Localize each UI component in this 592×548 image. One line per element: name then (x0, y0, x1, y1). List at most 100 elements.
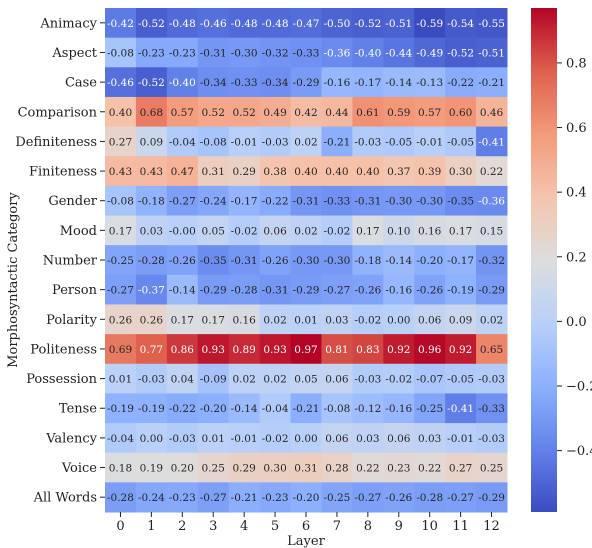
cell-value-label: 0.25 (202, 463, 225, 475)
cell-value-label: -0.30 (293, 255, 320, 267)
cell-value-label: -0.02 (262, 433, 289, 445)
x-tick-label: 3 (209, 519, 217, 534)
cell-value-label: -0.32 (262, 47, 289, 59)
heatmap-cell (259, 304, 292, 335)
cell-value-label: 0.43 (109, 166, 132, 178)
cell-value-label: -0.27 (354, 492, 381, 504)
heatmap-cell (135, 452, 168, 483)
heatmap-cell (105, 96, 137, 128)
cell-value-label: 0.01 (294, 314, 317, 326)
cell-value-label: -0.36 (323, 47, 350, 59)
cell-value-label: -0.51 (478, 47, 505, 59)
cell-value-label: 0.92 (449, 344, 472, 356)
heatmap-cell (383, 363, 415, 394)
cell-value-label: 0.30 (449, 166, 472, 178)
cell-value-label: -0.14 (385, 77, 412, 89)
cell-value-label: -0.46 (107, 77, 134, 89)
cell-value-label: 0.17 (202, 314, 225, 326)
y-tick-label: Definiteness (15, 135, 97, 150)
heatmap-cell (259, 274, 292, 305)
heatmap-cell (166, 185, 199, 217)
heatmap-cell (197, 67, 230, 98)
cell-value-label: 0.10 (387, 225, 410, 237)
cell-value-label: -0.19 (138, 403, 165, 415)
cell-value-label: 0.02 (232, 374, 255, 386)
heatmap-cell (414, 126, 446, 157)
cell-value-label: -0.50 (323, 18, 350, 30)
cell-value-label: 0.37 (387, 166, 410, 178)
cell-value-label: 0.40 (356, 166, 379, 178)
cell-value-label: -0.29 (293, 285, 320, 297)
cell-value-label: 0.93 (263, 344, 286, 356)
heatmap-cell (290, 245, 322, 276)
heatmap-cell (383, 215, 415, 246)
heatmap-cell (352, 245, 384, 276)
heatmap-cell (414, 37, 446, 68)
x-tick-label: 11 (452, 519, 469, 534)
cell-value-label: -0.21 (293, 403, 320, 415)
cell-value-label: -0.31 (354, 196, 381, 208)
heatmap-cell (476, 156, 508, 187)
heatmap-cell (476, 96, 508, 128)
heatmap-cell (166, 37, 199, 68)
heatmap-cell (290, 423, 322, 454)
cell-value-label: -0.26 (354, 285, 381, 297)
cell-value-label: -0.32 (478, 255, 505, 267)
heatmap-cell (383, 423, 415, 454)
heatmap-cell (105, 482, 137, 513)
cell-value-label: -0.30 (323, 255, 350, 267)
cell-value-label: 0.29 (232, 166, 255, 178)
cell-value-label: -0.28 (138, 255, 165, 267)
heatmap-cell (476, 245, 508, 276)
heatmap-cell (321, 304, 353, 335)
heatmap-cell (228, 8, 261, 39)
x-tick-label: 2 (178, 519, 186, 534)
heatmap-cell (476, 363, 508, 394)
cell-value-label: 0.01 (202, 433, 225, 445)
cell-value-label: 0.96 (418, 344, 442, 356)
heatmap-cell (135, 185, 168, 217)
cell-value-label: -0.17 (447, 255, 474, 267)
heatmap-cell (445, 96, 477, 128)
heatmap-cell (228, 185, 261, 217)
heatmap-cell (352, 334, 384, 365)
cell-value-label: -0.08 (107, 196, 134, 208)
cell-value-label: -0.02 (323, 225, 350, 237)
cell-value-label: -0.26 (262, 255, 289, 267)
heatmap-cell (352, 452, 384, 483)
cell-value-label: -0.03 (478, 433, 505, 445)
heatmap-cell (135, 215, 168, 246)
heatmap-cell (414, 304, 446, 335)
cell-value-label: -0.03 (354, 374, 381, 386)
heatmap-cell (197, 482, 230, 513)
heatmap-cell (197, 245, 230, 276)
cell-value-label: -0.31 (262, 285, 289, 297)
x-tick-label: 4 (240, 519, 248, 534)
heatmap-cell (105, 304, 137, 335)
cell-value-label: -0.28 (416, 492, 443, 504)
heatmap-cell (414, 482, 446, 513)
heatmap-cell (259, 37, 292, 68)
heatmap-cell (228, 245, 261, 276)
cell-value-label: -0.48 (169, 18, 196, 30)
heatmap-cell (135, 67, 168, 98)
heatmap-cell (445, 423, 477, 454)
cell-value-label: 0.03 (418, 433, 441, 445)
heatmap-cells (105, 8, 508, 513)
cell-value-label: -0.54 (447, 18, 474, 30)
cell-value-label: 0.61 (356, 107, 379, 119)
cell-value-label: 0.06 (387, 433, 411, 445)
cell-value-label: 0.28 (325, 463, 348, 475)
heatmap-cell (445, 393, 477, 424)
cell-value-label: 0.81 (325, 344, 348, 356)
cell-value-label: -0.27 (323, 285, 350, 297)
heatmap-cell (414, 334, 446, 365)
cell-value-label: 0.40 (294, 166, 317, 178)
cell-value-label: 0.18 (109, 463, 132, 475)
heatmap-cell (166, 126, 199, 157)
heatmap-cell (259, 67, 292, 98)
y-tick-label: Polarity (46, 313, 98, 328)
cell-value-label: -0.26 (416, 285, 443, 297)
cell-value-label: -0.29 (478, 492, 505, 504)
